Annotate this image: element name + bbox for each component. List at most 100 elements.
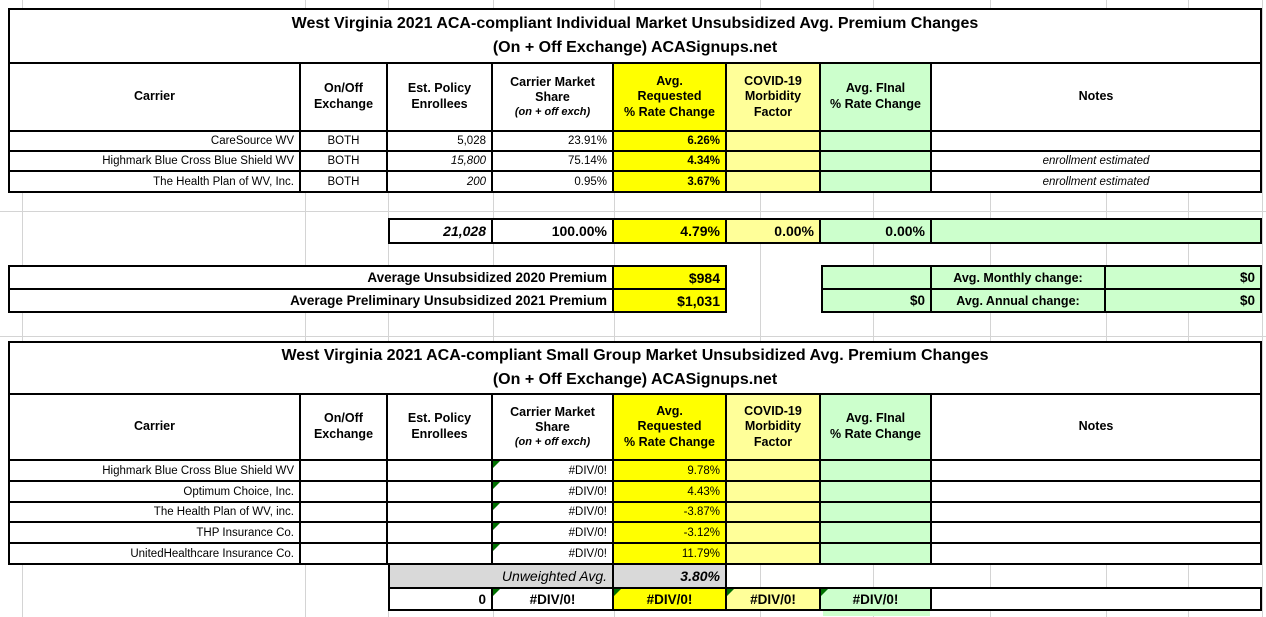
premium-2021-value[interactable]: $1,031 [614, 290, 725, 311]
notes-cell[interactable] [932, 544, 1260, 563]
carrier-cell[interactable]: Highmark Blue Cross Blue Shield WV [10, 461, 301, 480]
notes-cell[interactable] [932, 482, 1260, 501]
annual-change-label[interactable]: Avg. Annual change: [932, 290, 1106, 311]
share-cell[interactable]: #DIV/0! [493, 503, 614, 521]
total-requested-cell[interactable]: 4.79% [614, 220, 727, 242]
header-notes[interactable]: Notes [932, 395, 1260, 459]
total-final-cell[interactable]: 0.00% [821, 220, 932, 242]
covid-cell[interactable] [727, 544, 821, 563]
total-share-cell[interactable]: 100.00% [493, 220, 614, 242]
small-group-table-title-cell[interactable]: West Virginia 2021 ACA-compliant Small G… [10, 343, 1260, 395]
carrier-cell[interactable]: THP Insurance Co. [10, 523, 301, 542]
carrier-cell[interactable]: CareSource WV [10, 132, 301, 150]
carrier-cell[interactable]: The Health Plan of WV, Inc. [10, 172, 301, 191]
covid-cell[interactable] [727, 523, 821, 542]
exchange-cell[interactable]: BOTH [301, 152, 388, 170]
unweighted-avg-label[interactable]: Unweighted Avg. [390, 565, 614, 587]
enrollees-cell[interactable] [388, 523, 493, 542]
requested-cell[interactable]: 4.34% [614, 152, 727, 170]
notes-cell[interactable] [932, 503, 1260, 521]
total-requested-cell[interactable]: #DIV/0! [614, 589, 727, 609]
header-market-share[interactable]: Carrier Market Share (on + off exch) [493, 395, 614, 459]
notes-cell[interactable] [932, 523, 1260, 542]
premium-2020-value[interactable]: $984 [614, 267, 725, 288]
covid-cell[interactable] [727, 152, 821, 170]
total-final-cell[interactable]: #DIV/0! [821, 589, 932, 609]
requested-cell[interactable]: 6.26% [614, 132, 727, 150]
header-market-share[interactable]: Carrier Market Share (on + off exch) [493, 64, 614, 130]
individual-table-title-cell[interactable]: West Virginia 2021 ACA-compliant Individ… [10, 10, 1260, 64]
carrier-cell[interactable]: The Health Plan of WV, inc. [10, 503, 301, 521]
enrollees-cell[interactable] [388, 461, 493, 480]
enrollees-cell[interactable] [388, 544, 493, 563]
total-enrollees-cell[interactable]: 0 [390, 589, 493, 609]
exchange-cell[interactable] [301, 461, 388, 480]
share-cell[interactable]: #DIV/0! [493, 523, 614, 542]
covid-cell[interactable] [727, 461, 821, 480]
carrier-cell[interactable]: Optimum Choice, Inc. [10, 482, 301, 501]
exchange-cell[interactable]: BOTH [301, 132, 388, 150]
header-requested[interactable]: Avg. Requested % Rate Change [614, 64, 727, 130]
enrollees-cell[interactable]: 5,028 [388, 132, 493, 150]
premium-2020-label[interactable]: Average Unsubsidized 2020 Premium [10, 267, 614, 288]
final-cell[interactable] [821, 544, 932, 563]
covid-cell[interactable] [727, 482, 821, 501]
monthly-change-label[interactable]: Avg. Monthly change: [932, 267, 1106, 288]
share-cell[interactable]: 0.95% [493, 172, 614, 191]
exchange-cell[interactable] [301, 503, 388, 521]
header-exchange[interactable]: On/Off Exchange [301, 395, 388, 459]
carrier-cell[interactable]: Highmark Blue Cross Blue Shield WV [10, 152, 301, 170]
total-covid-cell[interactable]: 0.00% [727, 220, 821, 242]
monthly-change-value[interactable]: $0 [1106, 267, 1260, 288]
enrollees-cell[interactable] [388, 503, 493, 521]
requested-cell[interactable]: 9.78% [614, 461, 727, 480]
share-cell[interactable]: #DIV/0! [493, 461, 614, 480]
carrier-cell[interactable]: UnitedHealthcare Insurance Co. [10, 544, 301, 563]
final-cell[interactable] [821, 132, 932, 150]
covid-cell[interactable] [727, 172, 821, 191]
final-cell[interactable] [821, 172, 932, 191]
notes-cell[interactable] [932, 132, 1260, 150]
final-cell[interactable] [821, 482, 932, 501]
header-final[interactable]: Avg. FInal % Rate Change [821, 64, 932, 130]
premium-2021-label[interactable]: Average Preliminary Unsubsidized 2021 Pr… [10, 290, 614, 311]
covid-cell[interactable] [727, 132, 821, 150]
monthly-change-spacer-cell[interactable] [823, 267, 932, 288]
header-covid[interactable]: COVID-19 Morbidity Factor [727, 395, 821, 459]
share-cell[interactable]: #DIV/0! [493, 482, 614, 501]
share-cell[interactable]: 75.14% [493, 152, 614, 170]
requested-cell[interactable]: 4.43% [614, 482, 727, 501]
header-enrollees[interactable]: Est. Policy Enrollees [388, 395, 493, 459]
header-carrier[interactable]: Carrier [10, 395, 301, 459]
covid-cell[interactable] [727, 503, 821, 521]
unweighted-avg-value[interactable]: 3.80% [614, 565, 725, 587]
final-cell[interactable] [821, 152, 932, 170]
enrollees-cell[interactable]: 200 [388, 172, 493, 191]
exchange-cell[interactable]: BOTH [301, 172, 388, 191]
annual-change-side-value[interactable]: $0 [823, 290, 932, 311]
header-enrollees[interactable]: Est. Policy Enrollees [388, 64, 493, 130]
total-share-cell[interactable]: #DIV/0! [493, 589, 614, 609]
share-cell[interactable]: 23.91% [493, 132, 614, 150]
total-covid-cell[interactable]: #DIV/0! [727, 589, 821, 609]
header-final[interactable]: Avg. FInal % Rate Change [821, 395, 932, 459]
header-covid[interactable]: COVID-19 Morbidity Factor [727, 64, 821, 130]
final-cell[interactable] [821, 461, 932, 480]
final-cell[interactable] [821, 523, 932, 542]
annual-change-value[interactable]: $0 [1106, 290, 1260, 311]
notes-cell[interactable]: enrollment estimated [932, 172, 1260, 191]
header-requested[interactable]: Avg. Requested % Rate Change [614, 395, 727, 459]
share-cell[interactable]: #DIV/0! [493, 544, 614, 563]
enrollees-cell[interactable]: 15,800 [388, 152, 493, 170]
header-exchange[interactable]: On/Off Exchange [301, 64, 388, 130]
requested-cell[interactable]: -3.87% [614, 503, 727, 521]
enrollees-cell[interactable] [388, 482, 493, 501]
notes-cell[interactable] [932, 461, 1260, 480]
requested-cell[interactable]: 11.79% [614, 544, 727, 563]
total-enrollees-cell[interactable]: 21,028 [390, 220, 493, 242]
header-carrier[interactable]: Carrier [10, 64, 301, 130]
exchange-cell[interactable] [301, 544, 388, 563]
requested-cell[interactable]: -3.12% [614, 523, 727, 542]
total-notes-cell[interactable] [932, 589, 1260, 609]
exchange-cell[interactable] [301, 482, 388, 501]
